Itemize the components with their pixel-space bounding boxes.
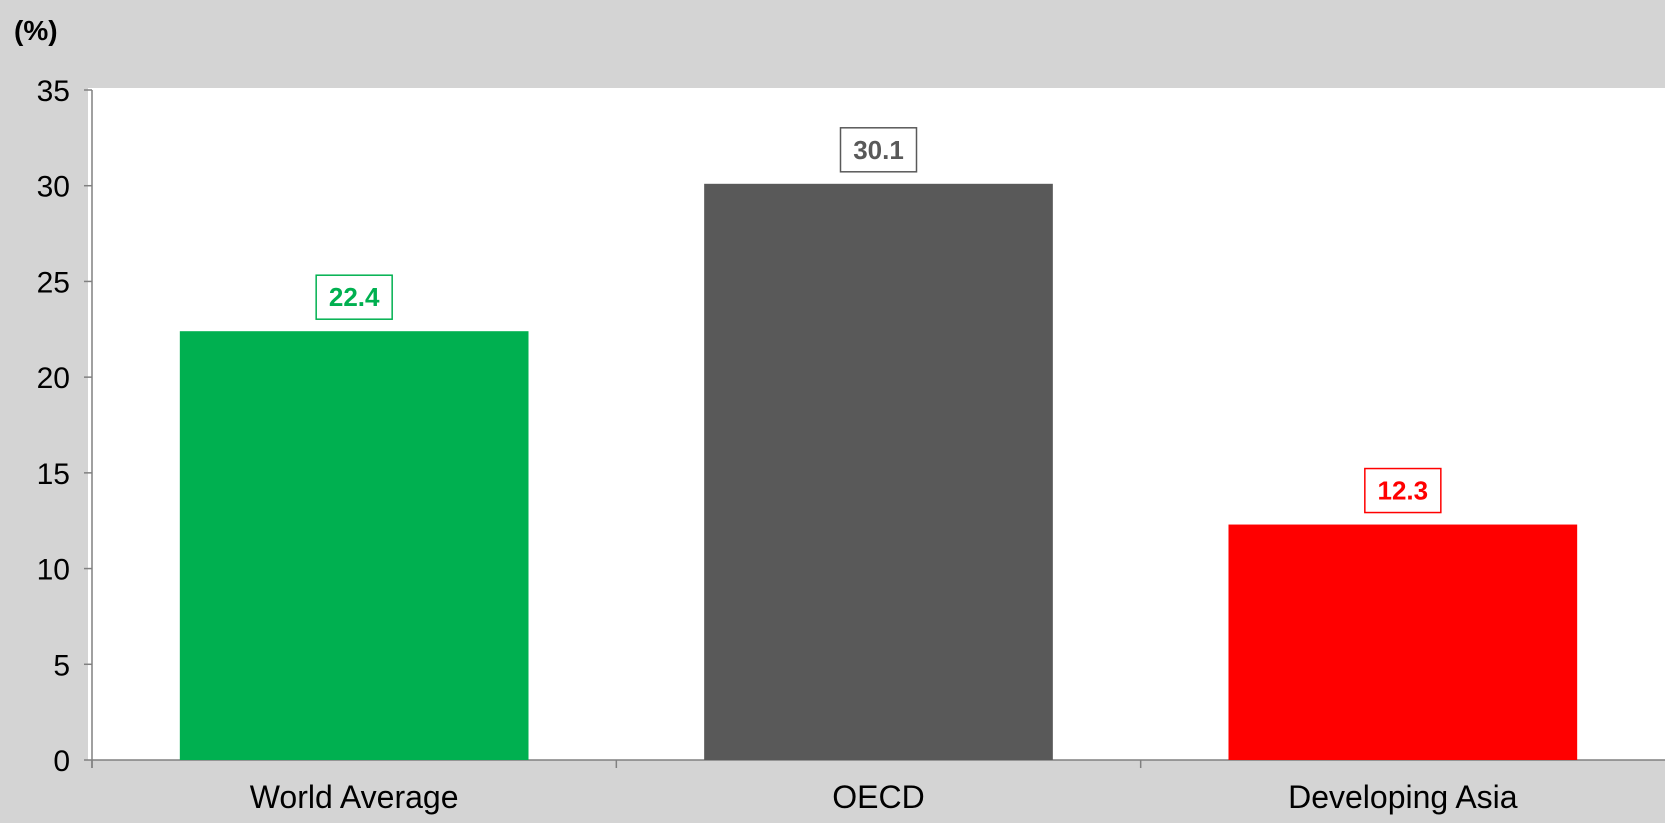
y-tick-label: 20 — [37, 362, 70, 395]
y-tick-label: 35 — [37, 75, 70, 108]
x-category-label: OECD — [832, 779, 924, 815]
bar — [704, 183, 1053, 761]
data-label-box — [1364, 467, 1442, 514]
y-tick-label: 10 — [37, 554, 70, 587]
y-tick-label: 15 — [37, 458, 70, 491]
data-label-box — [315, 274, 393, 320]
y-tick-label: 25 — [37, 266, 70, 299]
y-axis: 0 5 10 15 20 25 30 35 — [37, 75, 93, 778]
bars: 22.4 30.1 12.3 — [179, 127, 1578, 761]
bar — [179, 331, 529, 760]
y-tick-label: 30 — [37, 171, 70, 204]
y-unit-label: (%) — [14, 15, 58, 46]
y-tick-label: 0 — [53, 745, 70, 778]
y-tick-label: 5 — [53, 649, 70, 682]
bar — [1228, 524, 1578, 760]
data-label: 12.3 — [1378, 476, 1429, 506]
data-label: 22.4 — [329, 282, 380, 312]
data-label: 30.1 — [853, 135, 904, 165]
x-axis: World Average OECD Developing Asia — [91, 759, 1665, 815]
x-category-label: World Average — [250, 779, 459, 815]
x-category-label: Developing Asia — [1288, 779, 1518, 815]
data-label-box — [839, 127, 918, 173]
